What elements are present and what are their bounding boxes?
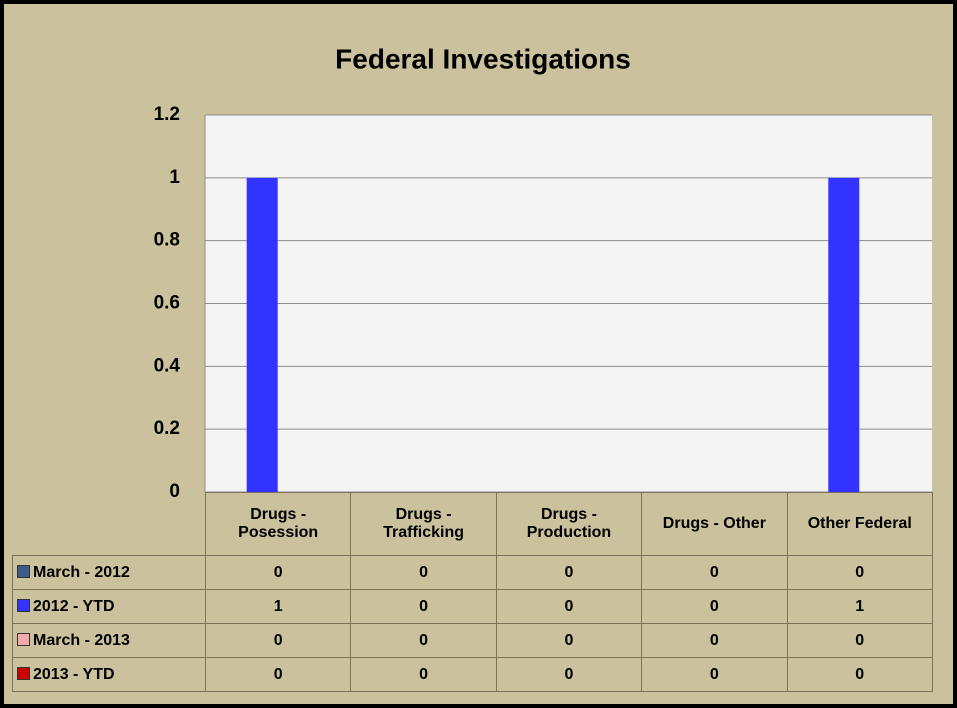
- table-value: 0: [641, 657, 788, 692]
- x-tick-label: Drugs - Production: [495, 492, 643, 556]
- legend-swatch: [17, 666, 30, 680]
- table-value: 0: [204, 555, 352, 590]
- chart-title: Federal Investigations: [335, 43, 631, 74]
- legend-swatch: [17, 564, 30, 578]
- table-value: 1: [204, 589, 352, 624]
- x-tick-label: Other Federal: [786, 492, 933, 556]
- bar: [828, 177, 860, 493]
- table-value: 0: [350, 555, 497, 590]
- table-value: 0: [641, 555, 788, 590]
- table-value: 0: [204, 657, 352, 692]
- table-value: 0: [495, 589, 643, 624]
- x-tick-label: Drugs - Trafficking: [350, 492, 497, 556]
- legend-entry: March - 2012: [12, 555, 206, 590]
- legend-label: March - 2012: [33, 563, 130, 581]
- table-value: 0: [641, 589, 788, 624]
- legend-label: March - 2013: [33, 631, 130, 649]
- legend-swatch: [17, 632, 30, 646]
- y-tick-label: 0.8: [154, 230, 180, 251]
- legend-entry: 2012 - YTD: [12, 589, 206, 624]
- table-value: 0: [641, 623, 788, 658]
- header-row: Drugs - Posession Drugs - Trafficking Drug…: [13, 492, 933, 556]
- y-tick-label: 0: [169, 481, 180, 502]
- data-table: Drugs - Posession Drugs - Trafficking Drug…: [12, 492, 933, 692]
- table-value: 0: [350, 623, 497, 658]
- legend-entry: 2013 - YTD: [12, 657, 206, 692]
- legend-label: 2012 - YTD: [33, 597, 115, 615]
- legend-label: 2013 - YTD: [33, 665, 115, 683]
- y-tick-label: 1.2: [154, 104, 180, 125]
- series-row: 2012 - YTD 1 0 0 0 1: [12, 589, 933, 624]
- y-tick-label: 0.4: [154, 355, 181, 376]
- legend-swatch: [17, 598, 30, 612]
- x-tick-label: Drugs - Posession: [204, 492, 352, 556]
- series-row: 2013 - YTD 0 0 0 0 0: [12, 657, 933, 692]
- blank-cell: [13, 493, 206, 556]
- series-row: March - 2012 0 0 0 0 0: [12, 555, 933, 590]
- x-tick-label: Drugs - Other: [641, 492, 788, 556]
- table-value: 1: [786, 589, 933, 624]
- table-value: 0: [350, 657, 497, 692]
- table-value: 0: [495, 623, 643, 658]
- plot: Federal Investigations 0 0.2 0.4 0.6 0.8 1 1.2: [154, 43, 932, 502]
- table-value: 0: [786, 555, 933, 590]
- y-tick-label: 1: [169, 167, 180, 188]
- y-tick-label: 0.2: [154, 418, 180, 439]
- table-value: 0: [204, 623, 352, 658]
- table-value: 0: [350, 589, 497, 624]
- table-value: 0: [495, 657, 643, 692]
- table-value: 0: [786, 623, 933, 658]
- legend-entry: March - 2013: [12, 623, 206, 658]
- table-value: 0: [786, 657, 933, 692]
- table-value: 0: [495, 555, 643, 590]
- bar: [246, 177, 278, 493]
- series-row: March - 2013 0 0 0 0 0: [12, 623, 933, 658]
- y-tick-label: 0.6: [154, 293, 180, 314]
